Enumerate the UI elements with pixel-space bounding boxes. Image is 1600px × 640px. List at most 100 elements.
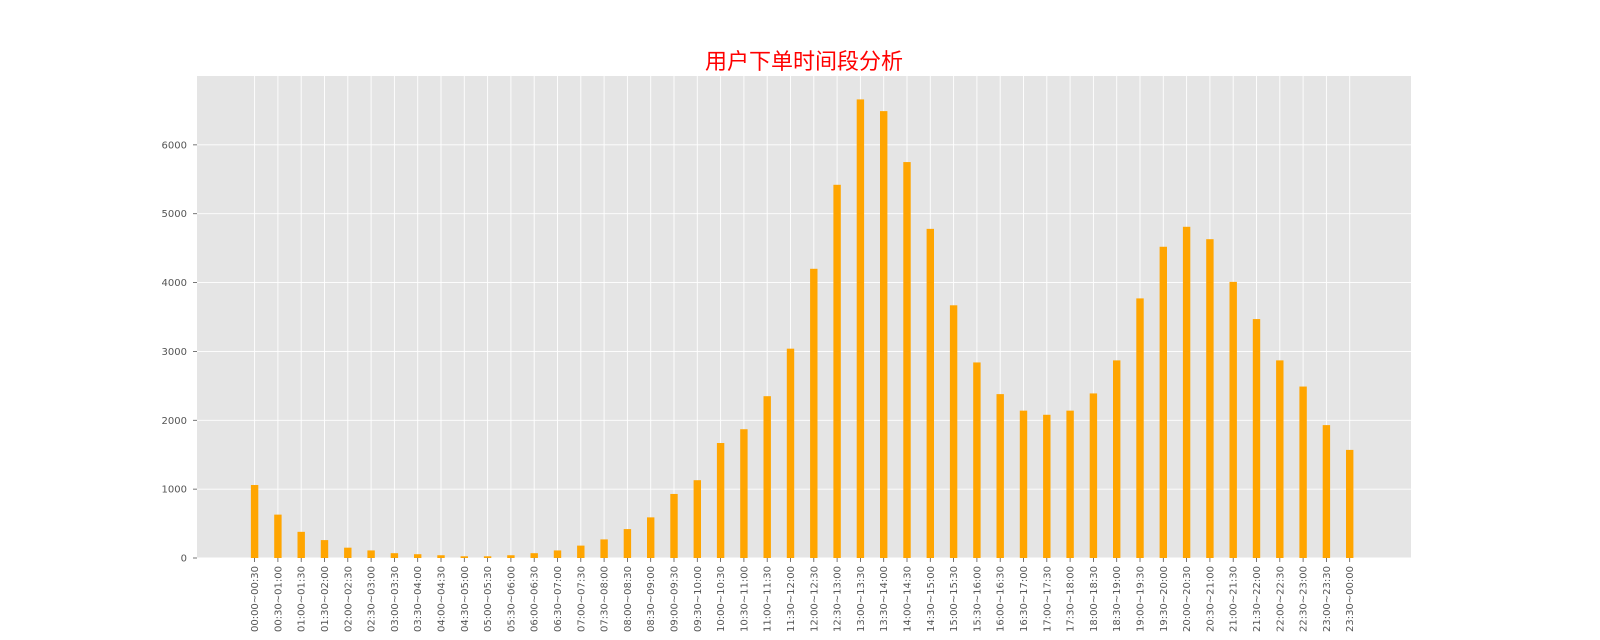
bar (693, 480, 701, 558)
bar (1066, 410, 1074, 558)
bar (1252, 319, 1261, 558)
bar (1113, 360, 1121, 558)
bar (577, 545, 585, 558)
bar (344, 547, 352, 558)
x-tick-label: 17:30~18:00 (1066, 566, 1077, 632)
x-tick-label: 13:00~13:30 (856, 566, 867, 632)
x-tick-label: 05:00~05:30 (483, 566, 494, 632)
x-tick-label: 04:00~04:30 (437, 566, 448, 632)
bar (996, 394, 1004, 558)
x-tick-label: 09:00~09:30 (670, 566, 681, 632)
x-tick-label: 14:00~14:30 (903, 566, 914, 632)
x-tick-label: 13:30~14:00 (879, 566, 890, 632)
bar (763, 396, 771, 558)
bar (600, 539, 608, 558)
x-tick-label: 14:30~15:00 (926, 566, 937, 632)
x-tick-label: 03:00~03:30 (390, 566, 401, 632)
bar (973, 362, 981, 558)
bar (810, 268, 818, 558)
bar (1229, 281, 1237, 558)
x-tick-label: 18:00~18:30 (1089, 566, 1100, 632)
y-tick-label: 3000 (162, 347, 187, 358)
bar (483, 556, 492, 558)
bar (1276, 360, 1284, 558)
bar (1182, 226, 1191, 558)
x-tick-label: 00:00~00:30 (250, 566, 261, 632)
bar (647, 517, 655, 558)
bar (1159, 246, 1167, 558)
chart-title: 用户下单时间段分析 (705, 50, 903, 75)
bar (1299, 386, 1307, 558)
x-tick-label: 10:30~11:00 (739, 566, 750, 632)
plot-area (197, 76, 1411, 558)
x-tick-label: 22:30~23:00 (1299, 566, 1310, 632)
y-tick-label: 2000 (162, 416, 187, 427)
bar (297, 531, 305, 558)
y-tick-label: 4000 (162, 278, 187, 289)
x-tick-label: 02:00~02:30 (343, 566, 354, 632)
bar (507, 555, 515, 558)
x-tick-label: 06:00~06:30 (530, 566, 541, 632)
bar (716, 443, 725, 558)
x-tick-label: 20:30~21:00 (1205, 566, 1216, 632)
x-tick-label: 02:30~03:00 (367, 566, 378, 632)
bar (460, 556, 468, 558)
x-tick-label: 01:30~02:00 (320, 566, 331, 632)
x-tick-label: 11:00~11:30 (763, 566, 774, 632)
x-tick-label: 16:30~17:00 (1019, 566, 1030, 632)
bar (553, 550, 562, 558)
bar (390, 553, 399, 558)
y-tick-label: 1000 (162, 485, 187, 496)
x-tick-label: 04:30~05:00 (460, 566, 471, 632)
x-tick-label: 21:00~21:30 (1229, 566, 1240, 632)
bar (670, 493, 678, 558)
x-tick-label: 06:30~07:00 (553, 566, 564, 632)
bar (414, 554, 422, 558)
y-axis-tick-labels: 0 1000 2000 3000 4000 5000 6000 (162, 140, 197, 565)
bar (320, 540, 329, 558)
x-tick-label: 21:30~22:00 (1252, 566, 1263, 632)
x-tick-label: 00:30~01:00 (273, 566, 284, 632)
bar (274, 514, 282, 558)
x-tick-label: 16:00~16:30 (996, 566, 1007, 632)
bar (740, 429, 748, 558)
bar (833, 184, 841, 558)
bar (530, 553, 538, 558)
bar (1043, 414, 1051, 558)
bar (250, 485, 259, 558)
bar (1019, 410, 1028, 558)
bar-series (250, 99, 1354, 559)
x-tick-label: 19:30~20:00 (1159, 566, 1170, 632)
bar (1089, 393, 1098, 558)
bar (903, 162, 911, 559)
x-tick-label: 22:00~22:30 (1275, 566, 1286, 632)
x-tick-label: 17:00~17:30 (1042, 566, 1053, 632)
x-tick-label: 08:00~08:30 (623, 566, 634, 632)
bar (1346, 449, 1354, 558)
bar (880, 111, 888, 559)
bar (1206, 239, 1214, 559)
x-tick-label: 07:30~08:00 (600, 566, 611, 632)
x-tick-label: 01:00~01:30 (297, 566, 308, 632)
bar (1322, 425, 1331, 558)
x-tick-label: 07:00~07:30 (576, 566, 587, 632)
bar (437, 555, 445, 558)
x-tick-label: 23:30~00:00 (1345, 566, 1356, 632)
x-tick-label: 10:00~10:30 (716, 566, 727, 632)
bar (786, 348, 795, 558)
bar (926, 228, 934, 558)
x-tick-label: 11:30~12:00 (786, 566, 797, 632)
y-tick-label: 0 (181, 554, 187, 565)
y-tick-label: 5000 (162, 209, 187, 220)
x-tick-label: 15:00~15:30 (949, 566, 960, 632)
x-tick-label: 23:00~23:30 (1322, 566, 1333, 632)
bar (856, 99, 865, 558)
x-tick-label: 18:30~19:00 (1112, 566, 1123, 632)
bar (949, 305, 958, 558)
x-tick-label: 09:30~10:00 (693, 566, 704, 632)
y-tick-label: 6000 (162, 140, 187, 151)
bar (1136, 298, 1144, 558)
x-axis-tick-labels: 00:00~00:30 00:30~01:00 01:00~01:30 01:30~0… (250, 558, 1356, 632)
x-tick-label: 08:30~09:00 (646, 566, 657, 632)
